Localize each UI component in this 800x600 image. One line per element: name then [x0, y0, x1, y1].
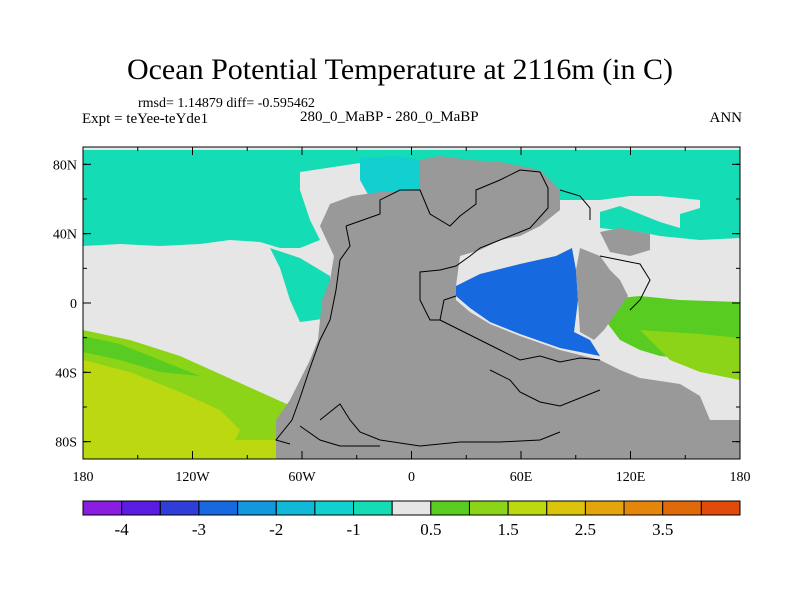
colorbar-swatch [237, 500, 277, 516]
field-northern-highlat-patch [360, 156, 420, 200]
colorbar-swatch [82, 500, 123, 516]
colorbar-label: -1 [346, 520, 360, 539]
x-tick-label: 180 [730, 470, 751, 485]
x-tick-label: 0 [408, 470, 415, 485]
y-axis: 80N 40N 0 40S 80S [53, 158, 740, 451]
coastlines [275, 169, 651, 447]
experiment-label: Expt = teYee-teYde1 [82, 111, 209, 127]
x-tick-label: 60W [288, 470, 316, 485]
colorbar-label: -2 [269, 520, 283, 539]
colorbar-swatch [159, 500, 200, 516]
y-tick-label: 80N [53, 158, 77, 173]
land-masses [276, 156, 740, 459]
colorbar-swatch [700, 500, 741, 516]
colorbar-swatch [546, 500, 586, 516]
colorbar-swatch [584, 500, 625, 516]
colorbar-swatch [662, 500, 702, 516]
colorbar-swatch [121, 500, 161, 516]
x-tick-label: 120W [175, 470, 210, 485]
field-north-pacific-lower [270, 248, 330, 322]
y-tick-label: 40S [55, 366, 77, 381]
colorbar: -4 -3 -2 -1 0.5 1.5 2.5 3.5 [82, 500, 741, 539]
colorbar-swatch [430, 500, 470, 516]
season-label: ANN [709, 110, 743, 126]
y-tick-label: 80S [55, 436, 77, 451]
colorbar-swatch [507, 500, 548, 516]
colorbar-swatch [468, 500, 509, 516]
x-tick-label: 180 [73, 470, 94, 485]
x-tick-label: 60E [510, 470, 533, 485]
field-southern-pacific-green [83, 336, 200, 376]
map-field [83, 147, 740, 459]
colorbar-label: -4 [115, 520, 130, 539]
field-tropical-tethys [456, 248, 600, 356]
x-axis: 180 120W 60W 0 60E 120E 180 [73, 147, 751, 485]
colorbar-label: 0.5 [420, 520, 441, 539]
colorbar-label: 2.5 [575, 520, 596, 539]
field-northern-band [83, 150, 740, 248]
colorbar-label: -3 [192, 520, 206, 539]
x-tick-label: 120E [616, 470, 646, 485]
colorbar-swatch [623, 500, 664, 516]
colorbar-swatch [275, 500, 316, 516]
y-tick-label: 40N [53, 228, 77, 243]
chart-subtitle: 280_0_MaBP - 280_0_MaBP [300, 109, 479, 125]
colorbar-swatch [353, 500, 393, 516]
colorbar-swatch [391, 500, 432, 516]
colorbar-label: 3.5 [652, 520, 673, 539]
field-southern-pacific-yellow [83, 360, 240, 450]
colorbar-swatch [314, 500, 355, 516]
colorbar-swatch [198, 500, 239, 516]
y-tick-label: 0 [70, 297, 77, 312]
field-east-pacific-south [640, 330, 740, 380]
field-southern-band-yellow [83, 440, 280, 459]
colorbar-label: 1.5 [497, 520, 518, 539]
chart-title: Ocean Potential Temperature at 2116m (in… [126, 53, 674, 86]
stats-label: rmsd= 1.14879 diff= -0.595462 [138, 96, 315, 111]
